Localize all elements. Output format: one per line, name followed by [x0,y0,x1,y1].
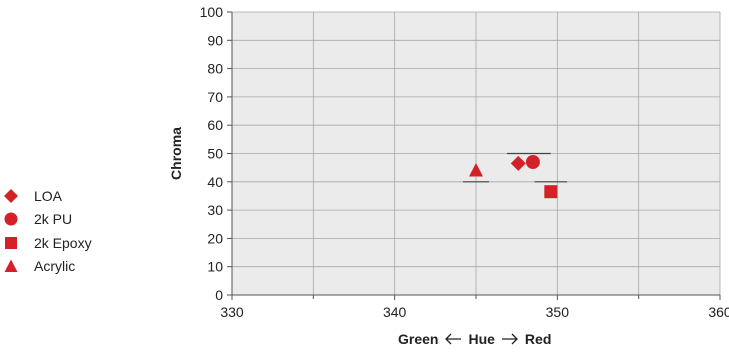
legend-label: 2k Epoxy [34,234,92,251]
x-tick-label: 340 [383,304,407,320]
x-tick-label: 350 [546,304,570,320]
data-point-acrylic [469,162,483,177]
data-point-loa [510,155,526,171]
y-tick-label: 100 [200,4,224,20]
arrow-left-icon [445,333,462,345]
x-axis-title-left: Green [398,331,439,347]
arrow-right-icon [501,333,518,345]
legend-label: LOA [34,187,63,204]
y-tick-label: 10 [207,259,223,275]
legend-item-2k-epoxy: 2k Epoxy [4,231,92,255]
triangle-marker-icon [4,259,18,273]
y-tick-label: 20 [207,230,223,246]
x-axis-title: Green Hue Red [398,331,551,347]
y-tick-label: 40 [207,174,223,190]
y-tick-label: 80 [207,61,223,77]
circle-marker-icon [4,212,18,226]
y-tick-label: 30 [207,202,223,218]
x-axis-title-center: Hue [468,331,495,347]
legend-item-loa: LOA [4,184,92,208]
legend-item-acrylic: Acrylic [4,255,92,279]
y-tick-label: 90 [207,32,223,48]
legend-label: 2k PU [34,211,73,228]
data-point-2k-pu [525,154,540,169]
diamond-marker-icon [4,188,18,203]
y-axis-title: Chroma [168,127,184,180]
legend: LOA 2k PU 2k Epoxy Acrylic [4,184,92,278]
x-tick-label: 360 [708,304,729,320]
legend-label: Acrylic [34,258,76,275]
y-tick-label: 0 [215,287,223,303]
data-point-2k-epoxy [544,185,558,199]
x-tick-label: 330 [220,304,244,320]
square-marker-icon [5,236,17,249]
legend-item-2k-pu: 2k PU [4,208,92,232]
y-tick-label: 70 [207,89,223,105]
x-axis-title-right: Red [524,331,552,347]
y-tick-label: 50 [207,146,223,162]
y-tick-label: 60 [207,117,223,133]
